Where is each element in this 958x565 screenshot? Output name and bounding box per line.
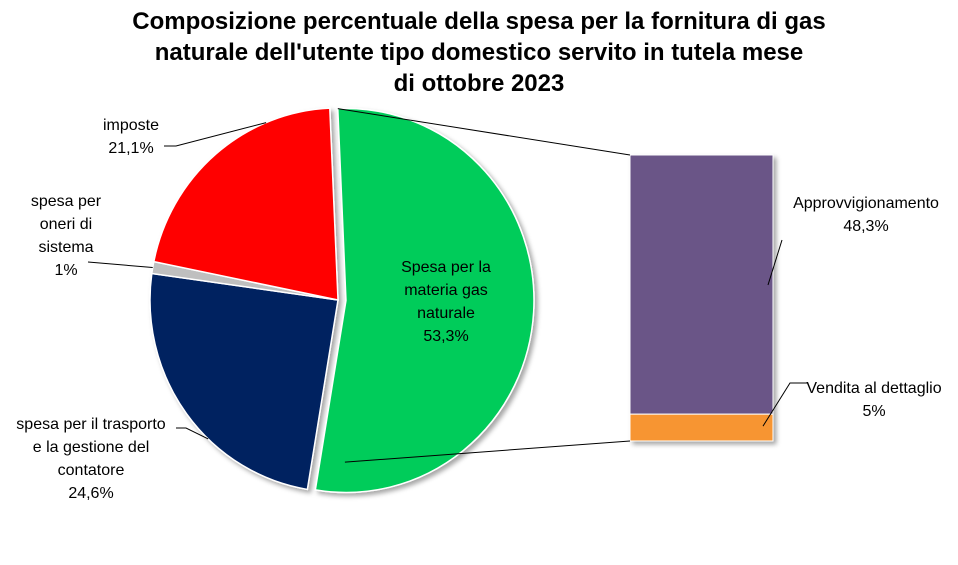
bar-segment-approvvigionamento-label-line-2: 48,3% (843, 218, 888, 235)
pie-slice-oneri-label-line-2: oneri di (40, 216, 92, 233)
bar-segment-approvvigionamento (629, 154, 774, 415)
pie-slice-materia-label: Spesa per la materia gas naturale 53,3% (401, 259, 491, 345)
leader-line-oneri (87, 261, 153, 269)
pie-slice-imposte (152, 107, 339, 301)
pie-slice-trasporto-label: spesa per il trasporto e la gestione del c… (16, 416, 166, 502)
pie-slice-imposte-label: imposte 21,1% (103, 117, 159, 157)
pie-slice-spesa-per-il-trasporto-e-la-gestione-del-contatore (149, 272, 339, 491)
pie-slice-oneri-label-line-4: 1% (54, 262, 77, 279)
pie-slice-materia-label-line-1: Spesa per la (401, 259, 491, 276)
connector-line-top (337, 108, 631, 156)
connector-line-bottom (344, 440, 631, 463)
bar-segment-vendita-al-dettaglio (629, 413, 774, 442)
chart-title-line-2: naturale dell'utente tipo domestico serv… (154, 39, 804, 66)
bar-segment-vendita-label: Vendita al dettaglio 5% (806, 380, 941, 420)
bar-segment-vendita-label-line-2: 5% (862, 403, 885, 420)
leader-line-trasporto (176, 427, 209, 440)
pie-slice-materia-label-line-4: 53,3% (423, 328, 468, 345)
pie-slice-trasporto-label-line-3: contatore (58, 462, 125, 479)
pie-slice-oneri-label: spesa per oneri di sistema 1% (31, 193, 102, 279)
bar-segment-approvvigionamento-label: Approvvigionamento 48,3% (793, 195, 939, 235)
pie-slice-oneri-label-line-1: spesa per (31, 193, 102, 210)
chart-title-line-1: Composizione percentuale della spesa per… (132, 8, 826, 35)
bar-segment-vendita-label-line-1: Vendita al dettaglio (806, 380, 941, 397)
pie-slice-trasporto-label-line-2: e la gestione del (33, 439, 150, 456)
pie-slice-imposte-label-line-1: imposte (103, 117, 159, 134)
bar-segment-approvvigionamento-label-line-1: Approvvigionamento (793, 195, 939, 212)
chart-title: Composizione percentuale della spesa per… (0, 6, 958, 99)
leader-line-imposte (164, 122, 267, 147)
leader-line-vendita (762, 382, 808, 427)
pie-slice-imposte-label-line-2: 21,1% (108, 140, 153, 157)
pie-slice-oneri-label-line-3: sistema (38, 239, 93, 256)
chart-title-line-3: di ottobre 2023 (393, 70, 565, 97)
pie-slice-materia-label-line-2: materia gas (404, 282, 488, 299)
pie-slice-trasporto-label-line-1: spesa per il trasporto (16, 416, 166, 433)
bar-group (629, 154, 774, 442)
leader-line-approvvigionamento (767, 239, 783, 286)
pie-group (149, 107, 535, 494)
pie-slice-materia-label-line-3: naturale (417, 305, 475, 322)
pie-slice-trasporto-label-line-4: 24,6% (68, 485, 113, 502)
pie-slice-spesa-per-la-materia-gas-naturale (314, 107, 535, 494)
